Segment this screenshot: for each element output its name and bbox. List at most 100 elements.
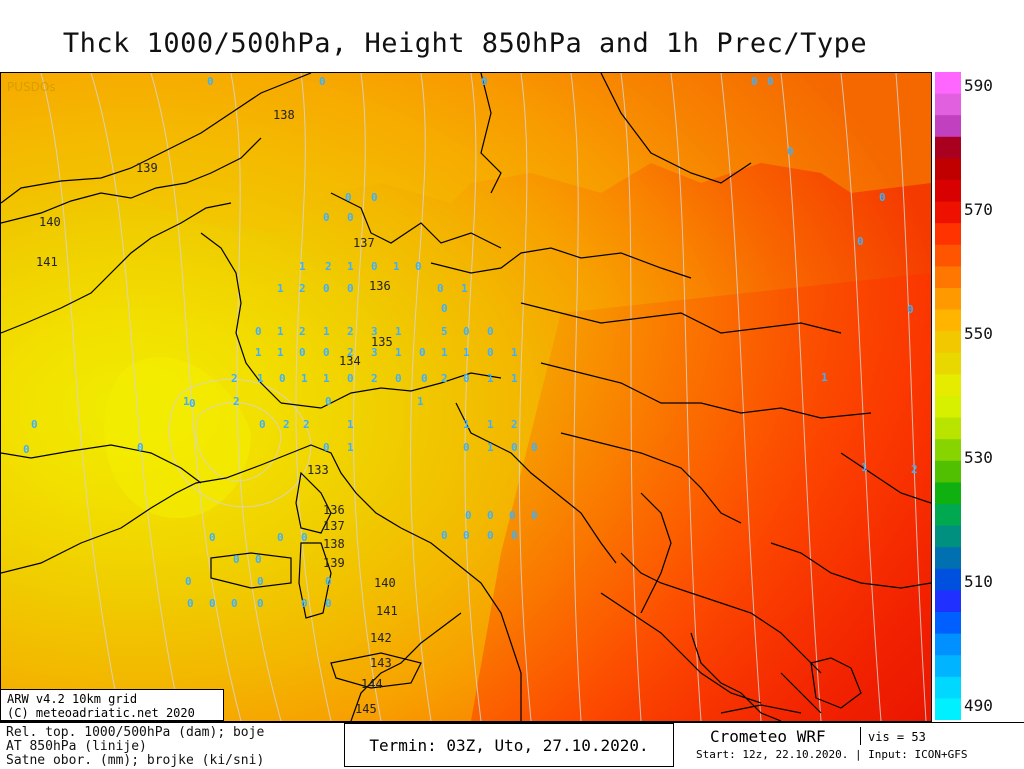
precip-value: 0: [137, 441, 144, 454]
height-label: 141: [376, 604, 398, 618]
model-info-box: ARW v4.2 10km grid (C) meteoadriatic.net…: [0, 689, 224, 721]
precip-value: 2: [283, 418, 290, 431]
precip-value: 3: [371, 325, 378, 338]
precip-value: 0: [767, 75, 774, 88]
copyright-line: (C) meteoadriatic.net 2020: [7, 706, 195, 720]
scale-color-step: [935, 525, 961, 548]
height-label: 135: [371, 335, 393, 349]
isotherm-lines: [40, 73, 927, 721]
scale-color-step: [935, 568, 961, 591]
precip-value: 2: [347, 325, 354, 338]
footer: Rel. top. 1000/500hPa (dam); boje AT 850…: [0, 722, 1024, 769]
precip-value: 1: [395, 346, 402, 359]
forecast-time: Termin: 03Z, Uto, 27.10.2020.: [344, 723, 674, 767]
precip-value: 0: [279, 372, 286, 385]
precip-value: 1: [393, 260, 400, 273]
scale-color-step: [935, 115, 961, 138]
precip-value: 1: [255, 346, 262, 359]
height-label: 137: [323, 519, 345, 533]
precip-value: 1: [463, 346, 470, 359]
height-label: 137: [353, 236, 375, 250]
scale-color-step: [935, 460, 961, 483]
scale-color-step: [935, 180, 961, 203]
height-label: 138: [323, 537, 345, 551]
start-input-info: Start: 12z, 22.10.2020. | Input: ICON+GF…: [696, 748, 968, 761]
precip-value: 0: [481, 75, 488, 88]
precip-value: 0: [323, 282, 330, 295]
height-label: 140: [39, 215, 61, 229]
brand-name: Crometeo WRF: [710, 727, 826, 746]
precip-value: 0: [437, 282, 444, 295]
scale-color-step: [935, 504, 961, 527]
precip-value: 0: [463, 441, 470, 454]
precip-value: 0: [189, 397, 196, 410]
precip-value: 1: [511, 372, 518, 385]
precip-value: 0: [511, 529, 518, 542]
precip-value: 2: [231, 372, 238, 385]
precip-value: 0: [299, 346, 306, 359]
scale-color-step: [935, 266, 961, 289]
precip-value: 0: [347, 372, 354, 385]
precip-value: 2: [347, 346, 354, 359]
precip-value: 0: [857, 235, 864, 248]
precip-value: 0: [255, 325, 262, 338]
scale-color-step: [935, 288, 961, 311]
precip-value: 0: [325, 597, 332, 610]
precip-value: 2: [911, 463, 918, 476]
precip-value: 0: [463, 325, 470, 338]
scale-color-step: [935, 309, 961, 332]
precip-value: 0: [879, 191, 886, 204]
precip-value: 1: [487, 441, 494, 454]
precip-value: 1: [487, 418, 494, 431]
scale-color-step: [935, 612, 961, 635]
height-label: 142: [370, 631, 392, 645]
precip-value: 0: [31, 418, 38, 431]
precip-value: 1: [511, 346, 518, 359]
scale-color-step: [935, 590, 961, 613]
precip-value: 2: [441, 372, 448, 385]
scale-color-step: [935, 352, 961, 375]
precip-value: 1: [257, 372, 264, 385]
precip-value: 0: [415, 260, 422, 273]
precip-value: 1: [323, 325, 330, 338]
scale-color-step: [935, 93, 961, 116]
scale-color-step: [935, 417, 961, 440]
model-credits: Crometeo WRF vis = 53 Start: 12z, 22.10.…: [682, 723, 1024, 767]
height-label: 145: [355, 702, 377, 716]
precip-value: 0: [441, 529, 448, 542]
precip-value: 0: [325, 575, 332, 588]
precip-value: 0: [487, 325, 494, 338]
legend-line: Satne obor. (mm); brojke (ki/sni): [6, 753, 265, 768]
precip-value: 0: [323, 346, 330, 359]
scale-color-step: [935, 72, 961, 95]
precip-value: 1: [347, 418, 354, 431]
height-label: 140: [374, 576, 396, 590]
scale-tick: 550: [964, 324, 993, 343]
precip-value: 0: [233, 553, 240, 566]
precip-value: 0: [209, 597, 216, 610]
height-label: 141: [36, 255, 58, 269]
scale-color-step: [935, 482, 961, 505]
precip-value: 0: [463, 529, 470, 542]
height-label: 138: [273, 108, 295, 122]
precip-value: 0: [487, 509, 494, 522]
legend-line: Rel. top. 1000/500hPa (dam); boje: [6, 725, 265, 740]
precip-value: 1: [183, 395, 190, 408]
scale-color-step: [935, 374, 961, 397]
precip-value: 1: [299, 260, 306, 273]
precip-value: 0: [463, 372, 470, 385]
height-label: 133: [307, 463, 329, 477]
precip-value: 1: [395, 325, 402, 338]
precip-value: 0: [323, 211, 330, 224]
colorscale-bar: [935, 72, 961, 721]
precip-value: 0: [531, 441, 538, 454]
precip-value: 1: [347, 260, 354, 273]
precip-value: 0: [301, 531, 308, 544]
chart-title: Thck 1000/500hPa, Height 850hPa and 1h P…: [62, 28, 868, 59]
precip-value: 5: [441, 325, 448, 338]
height-label: 144: [361, 677, 383, 691]
precip-value: 0: [345, 191, 352, 204]
precip-value: 2: [299, 325, 306, 338]
precip-value: 2: [303, 418, 310, 431]
precip-value: 1: [463, 418, 470, 431]
